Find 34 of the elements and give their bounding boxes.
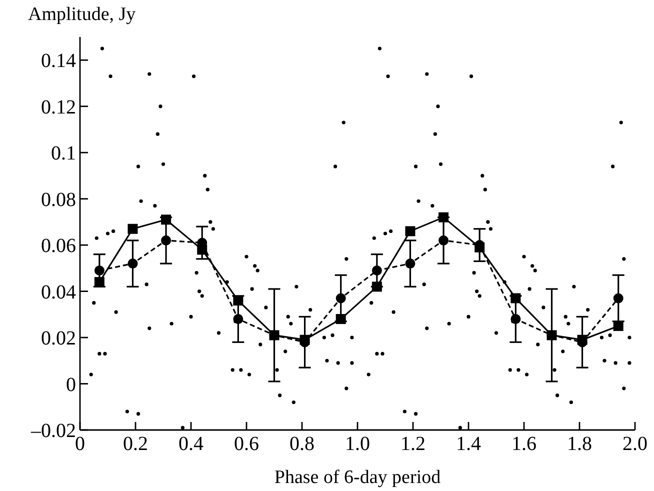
y-axis-title: Amplitude, Jy xyxy=(28,4,136,25)
x-tick-label: 1.4 xyxy=(456,433,481,455)
point xyxy=(613,320,624,331)
x-tick-label: 0.8 xyxy=(290,433,314,455)
x-tick-label: 0.2 xyxy=(123,433,148,455)
point xyxy=(233,314,244,324)
point xyxy=(613,293,624,304)
x-tick-label: 1.2 xyxy=(400,433,426,455)
y-tick-label: –0.02 xyxy=(30,420,76,442)
point xyxy=(128,224,138,234)
y-tick-label: 0.08 xyxy=(41,188,76,211)
y-tick-label: 0.14 xyxy=(41,50,76,72)
x-tick-label: 2.0 xyxy=(622,433,648,455)
x-tick-label: 0.4 xyxy=(178,433,204,455)
point xyxy=(372,265,382,276)
point xyxy=(128,258,138,269)
point xyxy=(336,293,346,304)
point xyxy=(161,235,172,246)
point xyxy=(510,314,521,324)
y-tick-label: 0.12 xyxy=(41,96,76,118)
x-axis-title: Phase of 6-day period xyxy=(274,467,442,488)
y-tick-label: 0.04 xyxy=(41,281,76,304)
x-tick-label: 1.6 xyxy=(512,433,536,455)
x-tick-label: 1.0 xyxy=(345,433,370,455)
point xyxy=(94,265,104,276)
x-tick-label: 0.6 xyxy=(234,433,259,455)
x-tick-label: 1.8 xyxy=(567,433,592,455)
point xyxy=(405,226,416,236)
y-tick-label: 0.06 xyxy=(41,235,76,258)
point xyxy=(438,235,449,246)
y-tick-label: 0.1 xyxy=(51,142,76,165)
y-tick-label: 0.02 xyxy=(41,328,76,350)
y-tick-label: 0 xyxy=(66,374,76,396)
point xyxy=(405,258,416,269)
